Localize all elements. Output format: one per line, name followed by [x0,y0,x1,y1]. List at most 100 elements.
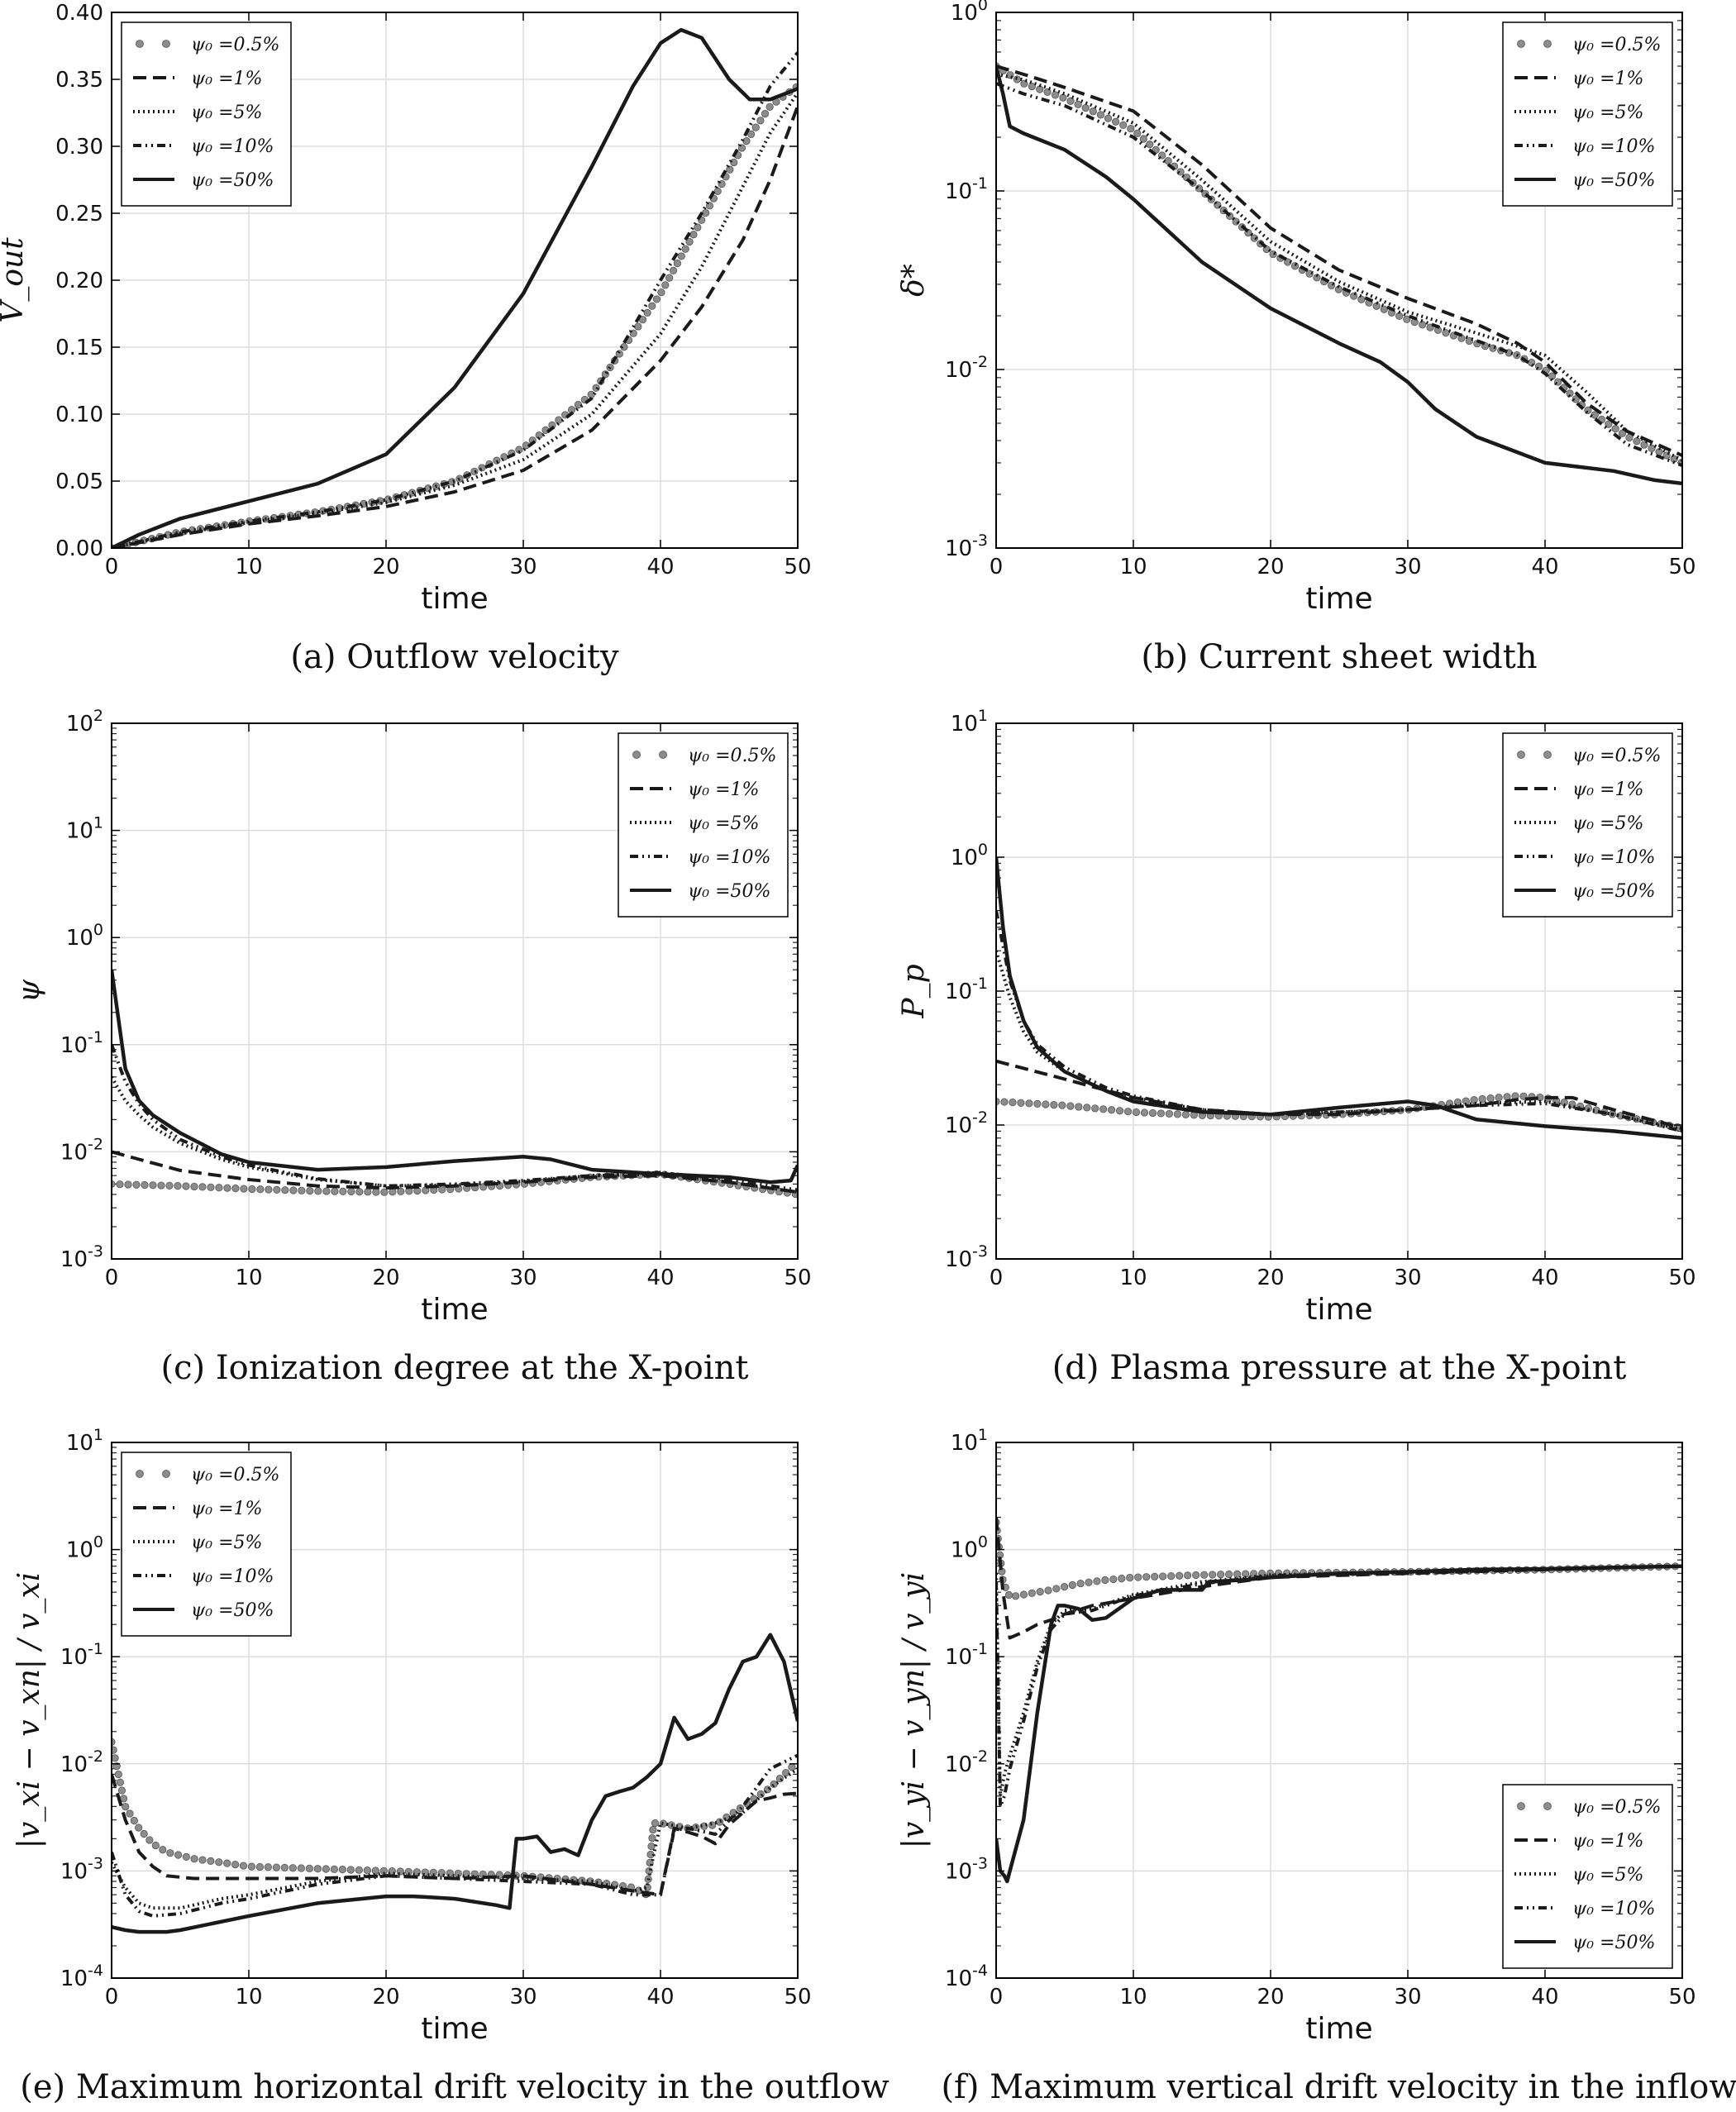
legend: ψ₀ =0.5% ψ₀ =1% ψ₀ =5% ψ₀ =10% ψ₀ =50% [618,732,789,918]
series-point-1 [339,1187,347,1195]
x-axis-label: time [421,582,488,616]
series-point-1 [1118,1575,1126,1583]
y-axis-label: |v_xi − v_xn| / v_xi [12,1572,46,1848]
series-point-1 [1571,395,1580,403]
legend-box [121,1452,292,1637]
x-tick-label: 10 [1119,1266,1147,1290]
x-tick-label: 40 [1531,1985,1558,2009]
series-point-1 [1119,121,1128,130]
series-point-1 [165,1181,174,1189]
series-point-1 [1173,1110,1182,1118]
x-tick-label: 0 [990,1266,1004,1290]
series-point-1 [207,1857,215,1865]
series-line-5 [112,1633,798,1934]
series-point-1 [669,266,678,274]
legend-label: ψ₀ =5% [1572,103,1643,123]
series-point-1 [1209,1571,1217,1579]
x-tick-label: 40 [646,555,674,579]
series-point-1 [1486,1094,1495,1103]
legend-label: ψ₀ =1% [1572,69,1643,89]
series-point-1 [1350,292,1358,300]
series-point-1 [132,1180,141,1189]
series-point-1 [649,1826,657,1834]
x-tick-label: 40 [646,1266,674,1290]
series-point-1 [652,295,661,303]
series-point-1 [1075,1103,1083,1111]
series-point-1 [1099,1105,1108,1113]
x-tick-label: 30 [509,1266,537,1290]
y-axis-label: P_p [897,964,931,1018]
series-point-1 [297,1864,305,1872]
x-tick-label: 30 [1394,1985,1421,2009]
series-line-3 [996,1564,1682,1798]
series-point-1 [151,1841,160,1850]
series-point-1 [207,1183,215,1191]
legend-label: ψ₀ =10% [1572,1899,1655,1919]
series-point-1 [145,1836,154,1844]
series-point-1 [643,308,651,317]
panel-b: 0 10 20 30 40 50 10-3 10-2 10-1 100 time δ* (b) Curr… [897,0,1696,676]
y-tick-label: 0.10 [55,403,103,427]
x-tick-label: 50 [1668,1985,1695,2009]
panel-caption: (d) Plasma pressure at the X-point [1052,1349,1627,1387]
series-point-1 [149,1181,157,1189]
plot-frame [995,12,1683,549]
y-tick-label: 10-4 [60,1962,103,1991]
series-point-1 [1052,1585,1061,1593]
series-point-1 [694,223,702,231]
x-tick-label: 50 [784,555,811,579]
series-point-1 [1050,1100,1058,1109]
y-tick-label: 10-3 [945,1242,988,1272]
legend-label: ψ₀ =50% [191,170,274,191]
x-tick-label: 0 [105,1985,119,2009]
x-tick-label: 30 [1394,555,1421,579]
y-tick-label: 10-3 [60,1242,103,1272]
series-point-1 [141,1180,149,1189]
series-point-1 [1139,135,1147,143]
series-point-1 [314,1187,322,1195]
plot-frame [111,1442,799,1979]
panel-caption: (f) Maximum vertical drift velocity in t… [941,2068,1736,2106]
series-point-1 [247,1862,256,1871]
series-point-1 [1151,1572,1159,1580]
panel-e: 0 10 20 30 40 50 10-4 10-3 10-2 10-1 100 101 time |v_… [12,1426,889,2106]
series-point-1 [1059,93,1067,102]
series-point-1 [647,1842,656,1851]
legend-label: ψ₀ =50% [688,881,770,902]
series-point-1 [634,322,642,331]
series-point-1 [1076,1579,1085,1588]
series-point-1 [231,1185,240,1193]
series-group [996,62,1682,486]
series-point-1 [363,1866,371,1875]
legend-box [1502,732,1673,918]
series-point-1 [174,1182,182,1190]
series-point-1 [1060,1583,1069,1591]
series-point-1 [665,274,674,282]
series-point-1 [116,1778,125,1786]
series-point-1 [1133,129,1142,137]
legend-marker [162,1470,170,1478]
series-group [112,27,798,548]
series-point-1 [645,1866,653,1876]
series-point-1 [1176,1571,1184,1580]
series-point-1 [1017,1099,1025,1107]
y-tick-label: 10-2 [60,1747,103,1777]
series-point-1 [470,467,479,475]
legend-label: ψ₀ =5% [191,103,262,123]
series-point-1 [198,1183,207,1191]
series-line-5 [112,27,798,548]
legend-label: ψ₀ =0.5% [1572,1797,1661,1818]
series-point-1 [1233,1570,1242,1578]
series-point-1 [1093,1577,1101,1585]
series-group [112,1633,798,1934]
series-point-1 [157,1181,165,1189]
series-point-1 [746,130,756,138]
y-tick-label: 10-3 [60,1854,103,1884]
y-tick-label: 10-2 [945,353,988,383]
series-point-1 [1250,234,1258,242]
y-tick-label: 100 [951,0,988,26]
series-point-1 [1225,1570,1233,1579]
series-point-1 [1033,1099,1042,1108]
series-line-3 [996,950,1682,1132]
series-point-1 [1159,1572,1167,1580]
